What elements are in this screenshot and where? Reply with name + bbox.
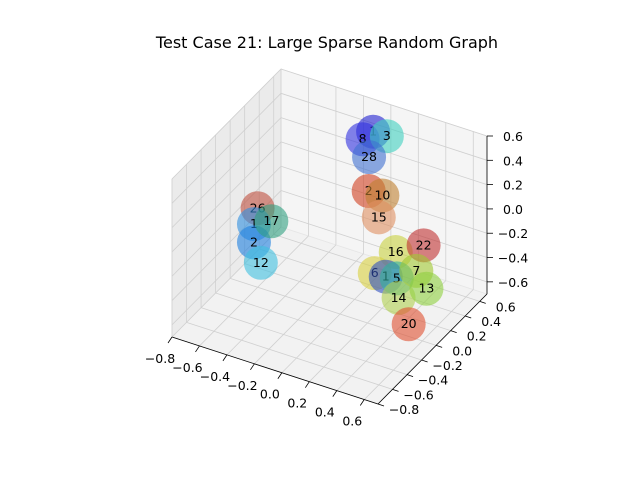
- x-tick: [305, 381, 310, 388]
- z-tick-label: 0.2: [503, 178, 523, 193]
- node-label: 7: [412, 263, 420, 278]
- node-label: 8: [359, 131, 367, 146]
- gridline-z-back: [280, 68, 488, 137]
- node-label: 3: [383, 128, 391, 143]
- node: 13: [409, 271, 444, 306]
- y-tick-label: 0.2: [467, 329, 487, 344]
- x-tick-label: −0.4: [200, 369, 230, 384]
- node-label: 22: [416, 237, 432, 252]
- y-tick: [465, 315, 472, 319]
- z-tick-label: −0.4: [498, 251, 528, 266]
- node-label: 13: [418, 281, 434, 296]
- x-tick-label: −0.6: [172, 360, 202, 375]
- node-label: 1: [250, 216, 258, 231]
- y-tick-label: −0.2: [432, 358, 462, 373]
- gridline-y-floor: [186, 321, 393, 390]
- y-tick: [421, 359, 428, 363]
- x-tick: [277, 372, 283, 379]
- gridline-z-left: [171, 141, 282, 253]
- node-label: 28: [361, 149, 377, 164]
- node: 12: [243, 245, 278, 280]
- y-tick: [406, 374, 414, 378]
- node-label: 14: [391, 290, 407, 305]
- node: 14: [381, 280, 416, 315]
- z-tick-label: 0.4: [503, 153, 523, 168]
- node: 28: [352, 140, 387, 175]
- gridline-z-left: [171, 68, 282, 180]
- tick-labels: −0.8−0.6−0.4−0.20.00.20.40.6−0.8−0.6−0.4…: [145, 129, 528, 429]
- z-tick-label: −0.6: [498, 275, 528, 290]
- x-tick-label: 0.2: [287, 396, 307, 411]
- x-tick-label: 0.4: [315, 405, 335, 420]
- y-axis-line: [377, 293, 488, 405]
- gridline-x-floor: [199, 235, 309, 347]
- node-circle: [243, 245, 278, 280]
- node-label: 16: [388, 244, 404, 259]
- y-tick: [450, 330, 457, 334]
- y-tick-label: 0.4: [481, 314, 501, 329]
- node-circle: [409, 271, 444, 306]
- chart-title: Test Case 21: Large Sparse Random Graph: [155, 33, 499, 52]
- x-tick-label: 0.0: [260, 387, 280, 402]
- node: 17: [254, 204, 289, 239]
- z-tick-label: 0.6: [503, 129, 523, 144]
- y-tick-label: 0.0: [452, 343, 472, 358]
- y-tick: [392, 388, 399, 392]
- gridline-z-back: [280, 141, 488, 210]
- x-tick-label: −0.8: [145, 351, 175, 366]
- tick-marks: [167, 135, 493, 407]
- y-tick-label: −0.8: [389, 402, 419, 417]
- x-tick-label: 0.6: [342, 414, 362, 429]
- y-tick-label: −0.4: [418, 373, 448, 388]
- x-tick: [359, 399, 365, 406]
- x-tick: [250, 363, 255, 371]
- node-label: 20: [401, 316, 417, 331]
- node-label: 17: [263, 213, 279, 228]
- y-tick-label: 0.6: [496, 299, 516, 314]
- x-tick-label: −0.2: [227, 378, 257, 393]
- y-tick: [479, 300, 486, 304]
- x-tick: [222, 354, 228, 362]
- gridline-x-floor: [363, 289, 474, 400]
- node: 22: [406, 228, 441, 263]
- node-label: 10: [374, 187, 390, 202]
- z-tick-label: 0.0: [503, 202, 523, 217]
- node: 15: [361, 200, 396, 235]
- z-tick-label: −0.2: [498, 226, 528, 241]
- axis-panes: [171, 68, 488, 405]
- node-label: 15: [371, 209, 387, 224]
- y-tick: [377, 403, 385, 407]
- nodes: 18261231712282101516622157141320: [236, 114, 444, 342]
- axis-lines: [171, 136, 488, 405]
- gridline-y-floor: [200, 307, 408, 376]
- x-tick: [332, 390, 338, 397]
- gridline-x-floor: [226, 244, 337, 356]
- gridline-z-left: [171, 93, 282, 204]
- gridline-z-left: [171, 165, 282, 277]
- node-label: 5: [393, 270, 401, 285]
- node-circle: [406, 228, 441, 263]
- node: 20: [391, 307, 426, 342]
- node-circle: [352, 140, 387, 175]
- gridline-z-left: [171, 117, 282, 228]
- gridline-y-floor: [215, 292, 422, 361]
- node-circle: [254, 204, 289, 239]
- node-circle: [381, 280, 416, 315]
- node-circle: [391, 307, 426, 342]
- gridline-x-floor: [254, 253, 364, 365]
- x-tick: [195, 345, 200, 353]
- node-label: 12: [253, 255, 269, 270]
- x-tick: [167, 336, 173, 344]
- y-tick-label: −0.6: [403, 387, 433, 402]
- node-label: 2: [250, 234, 258, 249]
- x-axis-line: [171, 336, 379, 405]
- node-circle: [361, 200, 396, 235]
- y-tick: [436, 344, 443, 348]
